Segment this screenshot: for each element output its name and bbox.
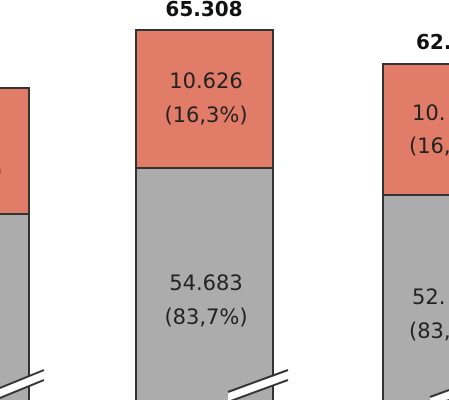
- bar-3-bottom-percent-label: (83,: [409, 319, 449, 343]
- bar-2-top-percent-label: (16,3%): [164, 103, 247, 127]
- axis-break-mark-left: [0, 369, 45, 400]
- axis-break-mark-right: [429, 388, 449, 400]
- bar-3-total-label: 62.: [416, 30, 449, 54]
- bar-1-top-segment: [0, 87, 30, 215]
- bar-2-bottom-value-label: 54.683: [169, 271, 242, 295]
- bar-3-bottom-segment: [382, 194, 449, 400]
- bar-3-top-percent-label: (16,: [409, 134, 449, 158]
- bar-3-bottom-value-label: 52.: [412, 285, 445, 309]
- bar-3-top-value-label: 10.: [412, 101, 445, 125]
- bar-2-total-label: 65.308: [165, 0, 242, 21]
- bar-1-bottom-segment: [0, 213, 30, 400]
- bar-2-top-value-label: 10.626: [169, 69, 242, 93]
- bar-3-top-segment: [382, 63, 449, 196]
- bar-2-bottom-segment: [135, 167, 274, 400]
- bar-2-top-segment: [135, 29, 274, 169]
- axis-break-mark-middle: [227, 369, 289, 400]
- bar-1-top-percent-label: ): [0, 159, 2, 183]
- bar-2-bottom-percent-label: (83,7%): [164, 305, 247, 329]
